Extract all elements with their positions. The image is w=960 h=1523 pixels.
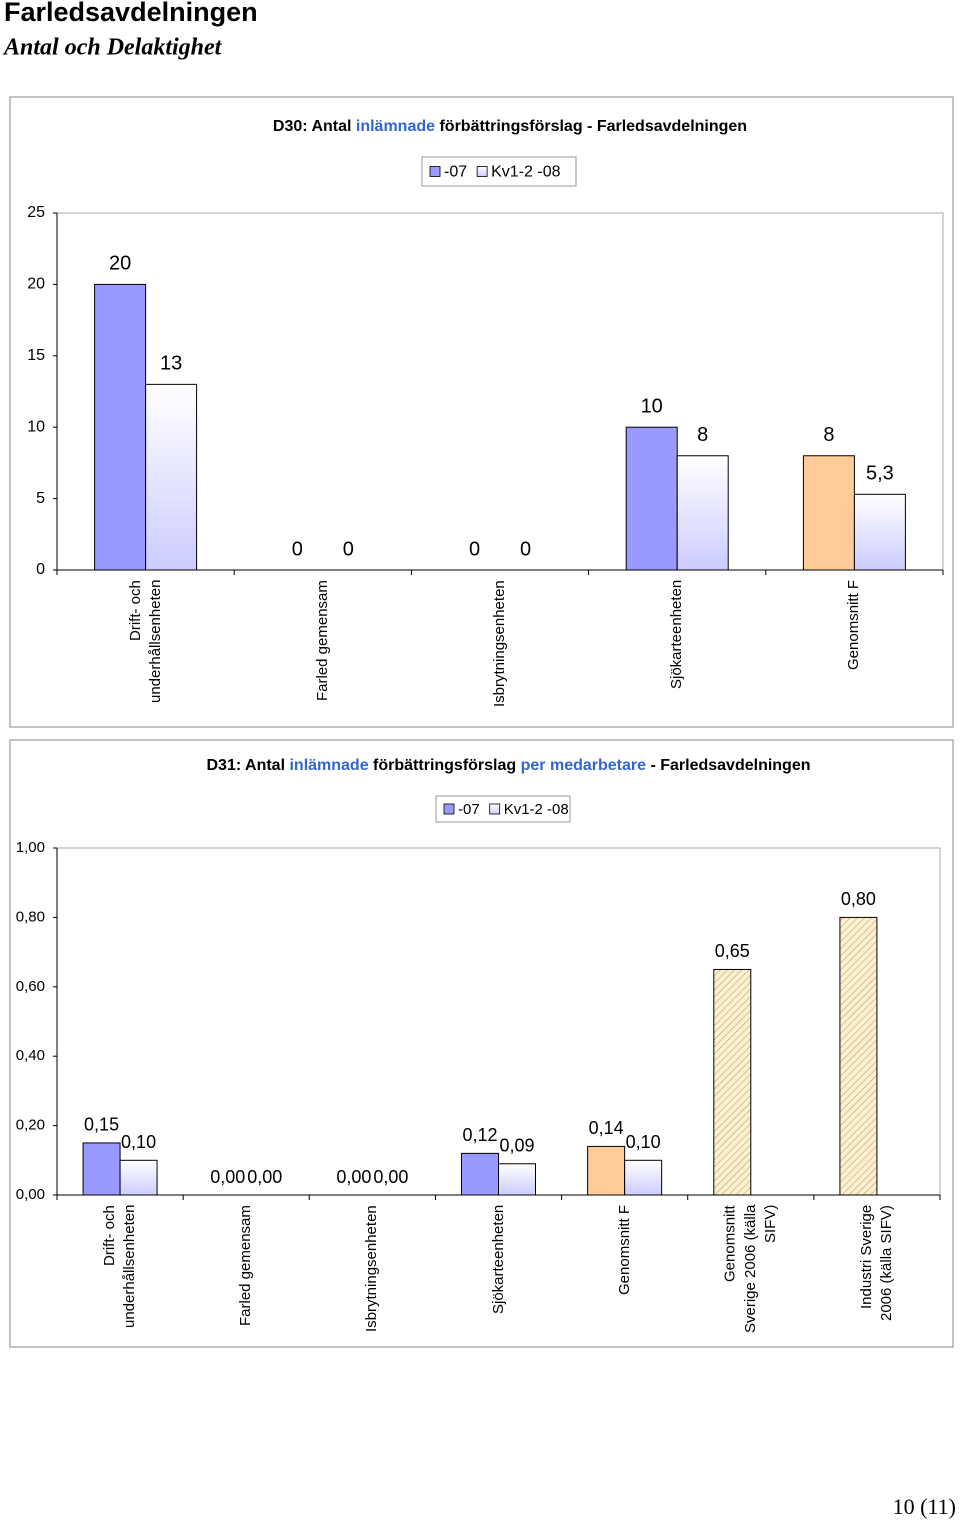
bar [839,916,878,1196]
x-tick-label: Drift- och underhållsenheten [126,580,164,704]
y-tick-label: 15 [27,347,45,364]
value-label: 0 [343,538,354,560]
value-label: 0 [520,538,531,560]
value-label: 5,3 [866,463,894,485]
value-label: 8 [697,424,708,446]
bar [853,493,906,571]
value-label: 0,12 [462,1125,497,1145]
bar [498,1163,536,1196]
x-tick-label: Sjökarteenheten [668,580,686,690]
bar [802,455,855,571]
bar [82,1142,121,1196]
legend-box [435,795,571,823]
value-label: 0,00 [336,1167,371,1187]
y-tick-label: 1,00 [16,839,45,856]
bar [461,1152,499,1196]
y-tick-label: 5 [36,490,45,507]
x-tick-label: Industri Sverige 2006 (källa SIFV) [857,1205,895,1321]
legend-label: -07 [458,801,480,818]
title-part: förbättringsförslag [369,757,521,774]
legend-swatch [489,803,501,815]
value-label: 20 [109,253,131,275]
title-part: - Farledsavdelningen [646,757,810,774]
bar [624,1159,663,1196]
bar [119,1159,158,1196]
value-label: 0,80 [841,889,876,909]
plot-area [56,212,944,571]
x-tick-label: Genomsnitt F [615,1205,633,1296]
value-label: 0,00 [247,1167,282,1187]
y-tick-label: 0 [36,561,45,578]
value-label: 0,00 [373,1167,408,1187]
chart-title: D30: Antal inlämnade förbättringsförslag… [273,118,747,135]
legend-label: Kv1-2 -08 [504,801,569,818]
value-label: 0 [469,538,480,560]
value-label: 0,10 [626,1132,661,1152]
value-label: 0,14 [589,1118,624,1138]
x-tick-label: Sjökarteenheten [489,1205,507,1315]
x-tick-label: Genomsnitt Sverige 2006 (källa SIFV) [721,1205,779,1334]
legend-swatch [443,803,455,815]
y-tick-label: 10 [27,418,45,435]
bar [94,283,147,571]
value-label: 8 [823,424,834,446]
page-number: 10 (11) [893,1494,956,1519]
value-label: 0,00 [210,1167,245,1187]
legend-label: -07 [444,164,467,181]
y-tick-label: 0,80 [16,908,45,925]
title-part: förbättringsförslag - Farledsavdelningen [435,118,747,135]
x-tick-label: Farled gemensam [313,580,331,701]
x-tick-label: Farled gemensam [237,1205,255,1326]
y-tick-label: 20 [27,276,45,293]
y-tick-label: 0,00 [16,1186,45,1203]
value-label: 0,10 [121,1132,156,1152]
legend-label: Kv1-2 -08 [491,164,560,181]
title-part: inlämnade [356,118,435,135]
x-tick-label: Genomsnitt F [845,580,863,671]
value-label: 0,15 [84,1115,119,1135]
bar [625,426,678,571]
y-tick-label: 25 [27,204,45,221]
value-label: 0 [292,538,303,560]
y-tick-label: 0,20 [16,1117,45,1134]
bar [145,383,198,571]
value-label: 13 [160,353,182,375]
title-part: inlämnade [289,757,368,774]
value-label: 0,09 [499,1136,534,1156]
bar [713,968,752,1196]
chart-title: D31: Antal inlämnade förbättringsförslag… [206,757,810,774]
bar [676,455,729,571]
page-title: Farledsavdelningen [4,0,258,27]
y-tick-label: 0,60 [16,978,45,995]
y-tick-label: 0,40 [16,1047,45,1064]
bar [587,1145,626,1196]
page-subtitle: Antal och Delaktighet [2,35,223,61]
legend-swatch [476,166,488,177]
x-tick-label: Isbrytningsenheten [490,580,508,707]
title-part: D30: Antal [273,118,356,135]
x-tick-label: Drift- och underhållsenheten [100,1205,139,1329]
legend-swatch [429,166,441,177]
legend-box [421,156,577,187]
value-label: 10 [641,395,663,417]
title-part: per medarbetare [521,757,646,774]
x-tick-label: Isbrytningsenheten [363,1205,381,1332]
title-part: D31: Antal [206,757,289,774]
value-label: 0,65 [715,941,750,961]
